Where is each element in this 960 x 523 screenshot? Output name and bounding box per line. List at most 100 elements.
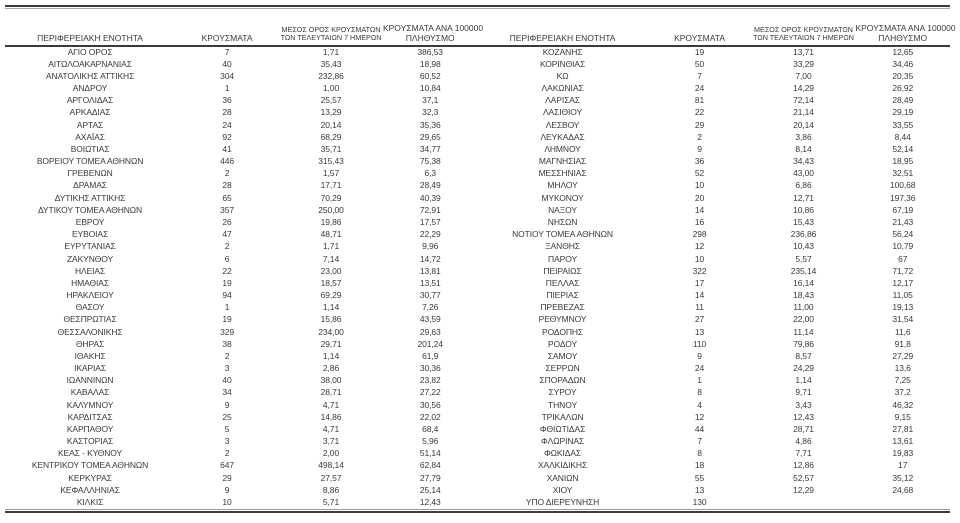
cases-cell: 20 xyxy=(694,192,705,203)
cases-cell: 27 xyxy=(694,314,705,325)
avg7-cell: 2,00 xyxy=(322,448,340,459)
avg7-cell: 29,71 xyxy=(320,338,342,349)
region-cell: ΜΕΣΣΗΝΙΑΣ xyxy=(538,168,587,179)
per100k-cell: 21,43 xyxy=(892,216,914,227)
table-row: ΚΩ 7 7,00 20,35 xyxy=(478,70,951,82)
region-cell: ΙΩΑΝΝΙΝΩΝ xyxy=(66,375,114,386)
region-cell: ΗΡΑΚΛΕΙΟΥ xyxy=(66,290,114,301)
table-row: ΠΕΙΡΑΙΩΣ 322 235,14 71,72 xyxy=(478,265,951,277)
top-border-rule xyxy=(5,5,950,9)
avg7-cell: 235,14 xyxy=(790,265,817,276)
region-cell: ΒΟΡΕΙΟΥ ΤΟΜΕΑ ΑΘΗΝΩΝ xyxy=(36,156,144,167)
table-sheet: ΠΕΡΙΦΕΡΕΙΑΚΗ ΕΝΟΤΗΤΑ ΚΡΟΥΣΜΑΤΑ ΜΕΣΟΣ ΟΡΟ… xyxy=(5,5,956,513)
per100k-cell: 75,38 xyxy=(419,156,441,167)
per100k-header-line2: ΠΛΗΘΥΣΜΟ xyxy=(878,32,928,43)
region-cell: ΣΥΡΟΥ xyxy=(548,387,577,398)
region-cell: ΡΕΘΥΜΝΟΥ xyxy=(538,314,587,325)
region-cell: ΚΕΝΤΡΙΚΟΥ ΤΟΜΕΑ ΑΘΗΝΩΝ xyxy=(31,460,149,471)
per100k-cell: 62,84 xyxy=(419,460,441,471)
cases-cell: 4 xyxy=(697,399,702,410)
avg7-cell: 4,71 xyxy=(322,399,340,410)
cases-cell: 14 xyxy=(694,204,705,215)
table-row: ΕΥΒΟΙΑΣ 47 48,71 22,29 xyxy=(5,229,478,241)
region-cell: ΑΧΑΪΑΣ xyxy=(75,131,105,142)
region-cell: ΠΕΙΡΑΙΩΣ xyxy=(543,265,582,276)
avg7-cell: 34,43 xyxy=(793,156,814,167)
cases-cell: 13 xyxy=(694,326,705,337)
region-cell: ΜΑΓΝΗΣΙΑΣ xyxy=(538,156,587,167)
region-cell: ΥΠΟ ΔΙΕΡΕΥΝΗΣΗ xyxy=(525,496,600,507)
per100k-cell: 27,22 xyxy=(419,387,441,398)
cases-cell: 50 xyxy=(694,58,705,69)
table-row: ΘΕΣΣΑΛΟΝΙΚΗΣ 329 234,00 29,63 xyxy=(5,326,478,338)
cases-cell: 36 xyxy=(222,95,232,106)
cases-cell: 41 xyxy=(222,143,232,154)
per100k-cell: 30,36 xyxy=(419,363,441,374)
region-cell: ΛΕΥΚΑΔΑΣ xyxy=(540,131,585,142)
avg7-header: ΜΕΣΟΣ ΟΡΟΣ ΚΡΟΥΣΜΑΤΩΝ ΤΩΝ ΤΕΛΕΥΤΑΙΩΝ 7 Η… xyxy=(279,9,383,47)
per100k-cell: 10,84 xyxy=(419,83,441,94)
avg7-cell: 315,43 xyxy=(318,156,344,167)
table-row: ΞΑΝΘΗΣ 12 10,43 10,79 xyxy=(478,241,951,253)
region-cell: ΚΩ xyxy=(556,70,569,81)
per100k-cell: 32,51 xyxy=(892,168,914,179)
table-row: ΣΥΡΟΥ 8 9,71 37,2 xyxy=(478,387,951,399)
avg7-header: ΜΕΣΟΣ ΟΡΟΣ ΚΡΟΥΣΜΑΤΩΝ ΤΩΝ ΤΕΛΕΥΤΑΙΩΝ 7 Η… xyxy=(751,9,856,47)
avg7-cell: 33,29 xyxy=(793,58,814,69)
region-cell: ΘΗΡΑΣ xyxy=(75,338,105,349)
per100k-cell: 9,15 xyxy=(894,411,911,422)
table-row: ΘΗΡΑΣ 38 29,71 201,24 xyxy=(5,338,478,350)
table-row: ΚΑΡΠΑΘΟΥ 5 4,71 68,4 xyxy=(5,423,478,435)
table-row: ΗΜΑΘΙΑΣ 19 18,57 13,51 xyxy=(5,277,478,289)
region-cell: ΣΕΡΡΩΝ xyxy=(545,363,580,374)
region-cell: ΚΕΡΚΥΡΑΣ xyxy=(68,472,112,483)
avg7-cell: 12,86 xyxy=(793,460,814,471)
avg7-cell: 28,71 xyxy=(320,387,342,398)
table-row: ΤΡΙΚΑΛΩΝ 12 12,43 9,15 xyxy=(478,411,951,423)
per100k-cell: 35,36 xyxy=(419,119,441,130)
cases-cell: 322 xyxy=(692,265,707,276)
region-cell: ΡΟΔΟΥ xyxy=(547,338,578,349)
per100k-cell: 91,8 xyxy=(894,338,911,349)
per100k-cell: 197,36 xyxy=(890,192,916,203)
table-row: ΙΩΑΝΝΙΝΩΝ 40 38,00 23,82 xyxy=(5,375,478,387)
region-cell: ΧΑΛΚΙΔΙΚΗΣ xyxy=(537,460,588,471)
region-cell: ΙΘΑΚΗΣ xyxy=(74,350,106,361)
cases-cell: 55 xyxy=(694,472,705,483)
per100k-cell: 19,13 xyxy=(892,302,914,313)
table-row: ΑΝΑΤΟΛΙΚΗΣ ΑΤΤΙΚΗΣ 304 232,86 60,52 xyxy=(5,70,478,82)
region-cell: ΑΡΤΑΣ xyxy=(76,119,104,130)
tables-container: ΠΕΡΙΦΕΡΕΙΑΚΗ ΕΝΟΤΗΤΑ ΚΡΟΥΣΜΑΤΑ ΜΕΣΟΣ ΟΡΟ… xyxy=(5,9,956,509)
table-row: ΚΟΖΑΝΗΣ 19 13,71 12,65 xyxy=(478,46,951,58)
per100k-cell: 40,39 xyxy=(419,192,441,203)
region-cell: ΚΟΡΙΝΘΙΑΣ xyxy=(539,58,586,69)
avg7-cell: 234,00 xyxy=(318,326,344,337)
cases-cell: 1 xyxy=(224,83,230,94)
per100k-cell: 56,24 xyxy=(892,229,914,240)
per100k-cell: 24,68 xyxy=(892,484,914,495)
table-row: ΑΧΑΪΑΣ 92 68,29 29,65 xyxy=(5,131,478,143)
cases-cell: 446 xyxy=(220,156,234,167)
table-row: ΧΑΝΙΩΝ 55 52,57 35,12 xyxy=(478,472,951,484)
cases-header: ΚΡΟΥΣΜΑΤΑ xyxy=(175,9,280,47)
per100k-cell: 17,57 xyxy=(419,216,441,227)
table-row: ΔΡΑΜΑΣ 28 17,71 28,49 xyxy=(5,180,478,192)
cases-cell: 19 xyxy=(222,277,232,288)
cases-header-label: ΚΡΟΥΣΜΑΤΑ xyxy=(674,32,726,43)
region-cell: ΑΝΔΡΟΥ xyxy=(72,83,108,94)
cases-cell: 110 xyxy=(692,338,707,349)
bottom-border-rule xyxy=(5,508,950,513)
avg7-cell: 14,86 xyxy=(320,411,342,422)
region-header-label: ΠΕΡΙΦΕΡΕΙΑΚΗ ΕΝΟΤΗΤΑ xyxy=(509,32,616,43)
cases-cell: 3 xyxy=(224,436,230,447)
table-row: ΧΑΛΚΙΔΙΚΗΣ 18 12,86 17 xyxy=(478,460,951,472)
region-cell: ΚΑΡΠΑΘΟΥ xyxy=(66,423,114,434)
table-row: ΙΘΑΚΗΣ 2 1,14 61,9 xyxy=(5,350,478,362)
table-row: ΛΗΜΝΟΥ 9 8,14 52,14 xyxy=(478,143,951,155)
region-cell: ΔΥΤΙΚΟΥ ΤΟΜΕΑ ΑΘΗΝΩΝ xyxy=(37,204,143,215)
cases-header-label: ΚΡΟΥΣΜΑΤΑ xyxy=(201,32,253,43)
avg7-cell: 250,00 xyxy=(318,204,344,215)
cases-cell: 24 xyxy=(222,119,232,130)
per100k-cell: 33,55 xyxy=(892,119,914,130)
